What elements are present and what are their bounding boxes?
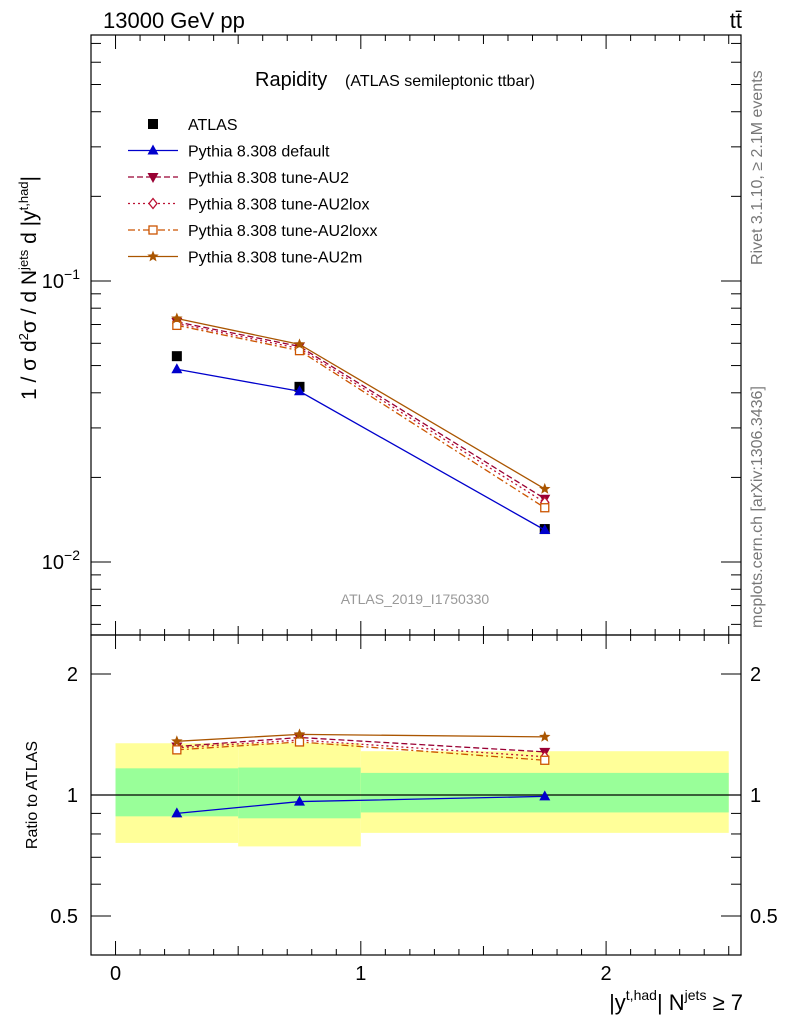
data-point-pythia-8-308-tune-au2m — [293, 728, 306, 740]
y-tick-label: 10−1 — [42, 266, 80, 293]
data-point-pythia-8-308-tune-au2m — [293, 338, 306, 350]
y-tick-label: 10−2 — [42, 547, 80, 574]
legend-label-pythia-8-308-tune-au2m: Pythia 8.308 tune-AU2m — [188, 250, 362, 267]
main-ylabel: 1 / σ d2σ / d Njets d |yt,had| — [16, 176, 41, 400]
legend: ATLAS Pythia 8.308 default Pythia 8.308 tu… — [128, 117, 377, 267]
legend-marker-atlas — [148, 119, 158, 129]
legend-marker-pythia-8-308-default — [147, 144, 159, 155]
y-tick-label: 1 — [750, 785, 761, 807]
main-subtitle: (ATLAS semileptonic ttbar) — [345, 73, 535, 90]
data-point-pythia-8-308-default — [539, 523, 551, 534]
mcplots-label: mcplots.cern.ch [arXiv:1306.3436] — [749, 386, 766, 628]
x-tick-label: 0 — [110, 963, 121, 985]
main-title: Rapidity — [255, 69, 327, 91]
legend-marker-pythia-8-308-tune-au2 — [147, 173, 159, 183]
series-line-pythia-8-308-tune-au2lox — [176, 739, 545, 758]
x-tick-label: 1 — [355, 963, 366, 985]
y-tick-label: 2 — [750, 664, 761, 686]
series-layer — [171, 312, 551, 818]
ratio-ylabel: Ratio to ATLAS — [24, 741, 41, 849]
legend-label-pythia-8-308-tune-au2: Pythia 8.308 tune-AU2 — [188, 170, 349, 187]
data-point-pythia-8-308-tune-au2loxx — [540, 755, 550, 765]
stat-uncertainty-band — [238, 767, 361, 819]
legend-marker-pythia-8-308-tune-au2lox — [148, 197, 158, 210]
series-line-pythia-8-308-tune-au2m — [176, 733, 545, 742]
legend-marker-pythia-8-308-tune-au2m — [147, 250, 159, 262]
series-line-pythia-8-308-tune-au2lox — [176, 322, 546, 503]
data-point-pythia-8-308-tune-au2loxx — [172, 745, 182, 755]
data-point-pythia-8-308-default — [293, 795, 305, 806]
energy-label: 13000 GeV pp — [103, 8, 245, 33]
y-tick-label: 2 — [67, 664, 78, 686]
rivet-label: Rivet 3.1.10, ≥ 2.1M events — [749, 70, 766, 265]
data-point-pythia-8-308-tune-au2m — [171, 735, 183, 747]
y-tick-label: 0.5 — [750, 906, 778, 928]
data-point-pythia-8-308-tune-au2m — [539, 730, 551, 742]
ratio-xlabel: |yt,had| Njets ≥ 7 — [609, 987, 743, 1015]
series-line-pythia-8-308-default — [176, 368, 546, 531]
legend-label-pythia-8-308-tune-au2loxx: Pythia 8.308 tune-AU2loxx — [188, 223, 377, 240]
data-point-pythia-8-308-tune-au2loxx — [172, 320, 182, 331]
data-point-pythia-8-308-tune-au2m — [539, 482, 551, 494]
data-point-pythia-8-308-default — [171, 363, 183, 374]
data-point-pythia-8-308-tune-au2loxx — [540, 503, 550, 513]
series-line-pythia-8-308-tune-au2 — [176, 321, 546, 500]
data-point-pythia-8-308-tune-au2m — [171, 312, 183, 324]
data-point-pythia-8-308-default — [293, 385, 305, 396]
y-tick-label: 1 — [67, 785, 78, 807]
data-point-pythia-8-308-tune-au2loxx — [294, 737, 305, 747]
x-tick-label: 2 — [601, 963, 612, 985]
process-label: tt̄ — [730, 8, 742, 33]
data-point-atlas — [171, 351, 182, 362]
legend-label-atlas: ATLAS — [188, 117, 238, 134]
y-tick-label: 0.5 — [50, 906, 78, 928]
data-point-pythia-8-308-default — [539, 790, 551, 801]
analysis-id: ATLAS_2019_I1750330 — [341, 591, 490, 607]
legend-label-pythia-8-308-default: Pythia 8.308 default — [188, 144, 330, 161]
axes: 0 1 2 10−2 10−1 0.5 0.5 1 1 2 2 — [42, 35, 778, 985]
data-point-pythia-8-308-default — [171, 807, 183, 818]
legend-label-pythia-8-308-tune-au2lox: Pythia 8.308 tune-AU2lox — [188, 197, 369, 214]
series-line-pythia-8-308-tune-au2m — [176, 317, 546, 490]
legend-marker-pythia-8-308-tune-au2loxx — [148, 225, 158, 235]
series-line-pythia-8-308-tune-au2loxx — [176, 324, 546, 509]
